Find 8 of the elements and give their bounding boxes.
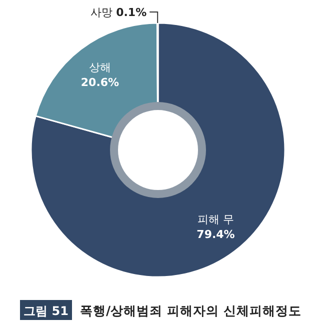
text: 그림 51 <box>24 304 68 318</box>
data-label: 79.4% <box>196 228 235 242</box>
data-label: 0.1% <box>116 6 147 19</box>
slice-label: 피해 무 <box>198 213 234 226</box>
data-label: 20.6% <box>80 76 120 90</box>
slice-label: 상해 <box>88 61 111 74</box>
text: 폭행/상해범죄 피해자의 신체피해정도 <box>80 303 302 318</box>
slice-label: 사망 <box>90 6 116 19</box>
